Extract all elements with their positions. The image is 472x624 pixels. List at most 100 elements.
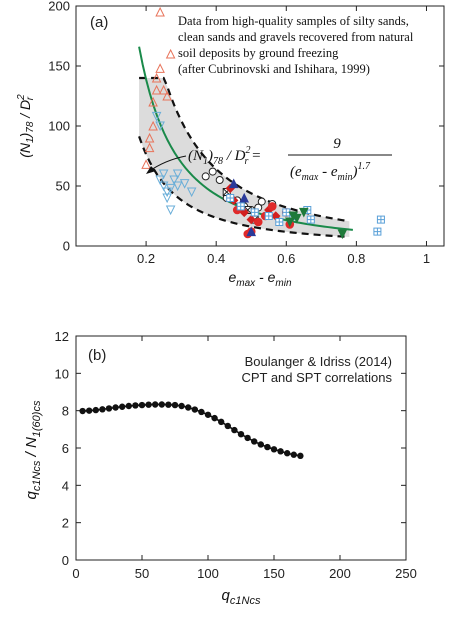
- data-point: [155, 6, 165, 17]
- x-tick-label: 0.8: [347, 251, 365, 266]
- eq-denom-a: (e: [290, 164, 302, 180]
- series-point: [237, 430, 245, 438]
- data-point: [144, 142, 155, 153]
- data-point: [151, 72, 162, 83]
- x-tick-label: 0.4: [207, 251, 225, 266]
- marker-plus: [251, 208, 259, 216]
- series-point: [112, 404, 119, 411]
- data-point: [228, 178, 239, 189]
- series-point: [257, 441, 264, 448]
- data-point: [155, 121, 165, 132]
- x-tick-label: 50: [135, 566, 149, 581]
- data-point: [201, 172, 210, 181]
- note-line-2: clean sands and gravels recovered from n…: [178, 30, 414, 44]
- data-point: [158, 84, 169, 95]
- y-tick-label: 12: [55, 329, 69, 344]
- marker-plus: [282, 208, 290, 216]
- svg-text:(N1)78 / D2r =: (N1)78 / D2 r =: [188, 145, 261, 167]
- data-point: [239, 192, 250, 203]
- data-point: [236, 202, 245, 211]
- eq-lhs-main: (N: [188, 148, 204, 164]
- y-tick-label: 8: [62, 404, 69, 419]
- data-point: [186, 187, 197, 198]
- y-tick-label: 4: [62, 478, 69, 493]
- eq-numerator: 9: [333, 136, 341, 152]
- data-point: [226, 194, 235, 202]
- x-tick-label: 0.6: [277, 251, 295, 266]
- eq-lhs-slash: / D: [223, 148, 246, 164]
- eq-arrowhead: [146, 166, 156, 174]
- data-point: [253, 217, 263, 227]
- data-point: [179, 179, 190, 189]
- marker-plus: [373, 228, 381, 236]
- note-line-1: Data from high-quality samples of silty …: [178, 14, 409, 28]
- data-point: [275, 218, 284, 226]
- series-point: [270, 446, 278, 453]
- band-upper-dashed: [139, 76, 350, 223]
- series-point: [178, 402, 185, 410]
- data-point: [155, 63, 165, 73]
- data-point: [151, 84, 162, 95]
- series-point: [264, 443, 271, 451]
- series-point: [198, 408, 205, 416]
- data-point: [337, 229, 348, 240]
- panel-a-axes: 0.2 0.4 0.6 0.8 1 0 50 100 150 200: [48, 0, 444, 266]
- data-point: [172, 181, 183, 192]
- x-tick-label: 0.2: [137, 251, 155, 266]
- data-point: [162, 187, 172, 198]
- data-point: [158, 169, 169, 180]
- panel-a-label: (a): [90, 14, 108, 31]
- panel-a-ylabel: (N1)78 / D2r: [16, 94, 36, 158]
- panel-b-axes: 0 50 100 150 200 250 0 2 4 6 8 10 12: [55, 329, 417, 581]
- series-point: [105, 405, 113, 412]
- series-point: [297, 452, 304, 460]
- data-point: [246, 214, 256, 225]
- series-point: [204, 411, 212, 418]
- series-point: [152, 401, 159, 408]
- eq-denom-b: - e: [318, 164, 337, 180]
- y-tick-label: 100: [48, 119, 70, 134]
- y-tick-label: 6: [62, 441, 69, 456]
- series-point: [251, 438, 258, 445]
- band-lower-dashed: [138, 136, 350, 239]
- data-point: [373, 227, 382, 236]
- note-line-4: (after Cubrinovski and Ishihara, 1999): [178, 62, 370, 76]
- data-point: [264, 212, 273, 220]
- x-tick-label: 150: [263, 566, 285, 581]
- series-point: [211, 414, 218, 422]
- x-tick-label: 250: [395, 566, 417, 581]
- data-point: [267, 202, 277, 211]
- marker-plus: [265, 212, 273, 220]
- marker-plus: [275, 218, 283, 226]
- eq-lhs-sub2: 78: [213, 156, 223, 167]
- series-point: [86, 407, 93, 414]
- series-point: [132, 402, 139, 409]
- data-point: [208, 167, 217, 176]
- series-point: [92, 406, 100, 414]
- series-point: [119, 403, 126, 410]
- series-point: [284, 450, 291, 457]
- data-point: [165, 205, 176, 216]
- data-point: [141, 159, 151, 169]
- series-point: [290, 451, 297, 458]
- eq-denom-sub2: min: [337, 172, 352, 183]
- marker-plus: [226, 194, 234, 202]
- svg-text:(emax - emin)1.7: (emax - emin)1.7: [290, 161, 371, 183]
- panel-a-xlabel: emax - emin: [228, 269, 291, 289]
- data-point: [165, 183, 176, 194]
- marker-plus: [377, 216, 385, 224]
- eq-lhs-sub3: r: [245, 156, 249, 167]
- eq-denom-c: ): [351, 164, 357, 180]
- eq-lhs-mid: ): [207, 148, 213, 164]
- series-point: [231, 426, 238, 434]
- eq-lhs-sup: 2: [246, 145, 251, 156]
- series-point: [191, 406, 198, 413]
- data-point: [165, 48, 176, 59]
- envelope-band: [138, 76, 350, 239]
- data-point: [299, 207, 309, 218]
- y-tick-label: 50: [56, 179, 70, 194]
- equation: (N1)78 / D2 r = 9 (emax - emin)1.7: [146, 136, 392, 183]
- scatter-points: [141, 6, 385, 240]
- data-point: [162, 193, 172, 204]
